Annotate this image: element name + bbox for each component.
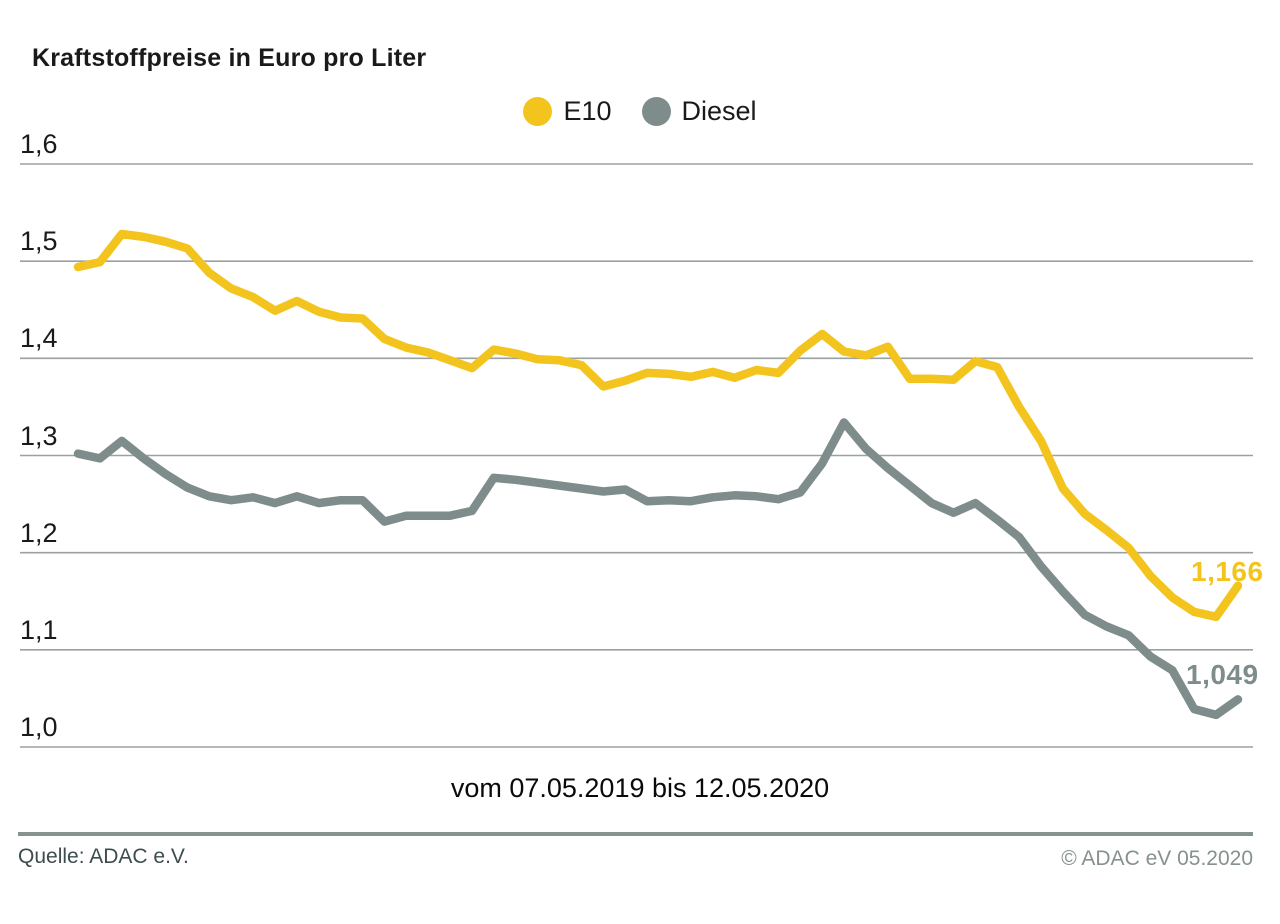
y-axis-tick-label: 1,2 [20,517,58,548]
copyright-text: © ADAC eV 05.2020 [1061,847,1253,870]
y-axis-tick-label: 1,6 [20,129,58,159]
y-axis-tick-label: 1,5 [20,226,58,257]
source-text: Quelle: ADAC e.V. [18,845,189,868]
y-axis-tick-label: 1,4 [20,323,58,354]
diesel-legend-dot-icon [641,97,671,126]
legend-label-diesel: Diesel [681,96,757,126]
y-axis-tick-label: 1,3 [20,420,58,451]
y-axis-tick-label: 1,1 [20,614,58,645]
footer-divider [18,832,1253,836]
y-axis-tick-label: 1,0 [20,712,58,742]
e10-legend-dot-icon [523,97,553,126]
legend-item-e10: E10 [523,96,612,127]
chart-legend: E10 Diesel [0,96,1280,127]
e10-end-value-label: 1,166 [1191,556,1264,587]
diesel-end-value-label: 1,049 [1186,659,1259,690]
diesel-line [73,418,1243,720]
chart-title: Kraftstoffpreise in Euro pro Liter [32,44,427,72]
legend-label-e10: E10 [563,96,612,126]
legend-item-diesel: Diesel [641,96,757,127]
x-axis-date-range-caption: vom 07.05.2019 bis 12.05.2020 [450,773,830,803]
e10-line [73,229,1243,622]
